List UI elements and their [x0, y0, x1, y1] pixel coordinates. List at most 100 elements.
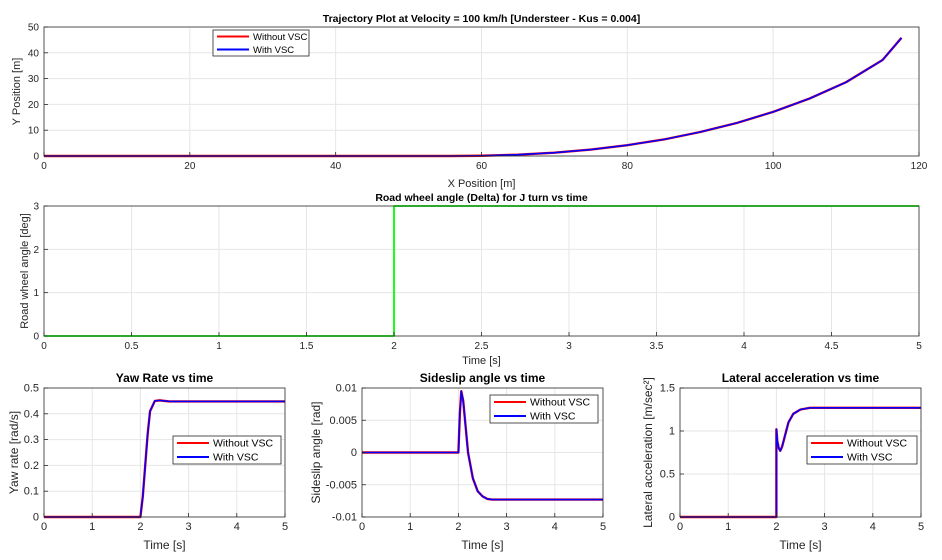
- yaw-title: Yaw Rate vs time: [116, 371, 214, 385]
- sideslip-ytick-label: -0.005: [326, 479, 357, 491]
- delta-xtick-label: 4.5: [825, 341, 839, 352]
- trajectory-legend-box: [212, 29, 310, 57]
- latacc-legend-label: Without VSC: [847, 438, 908, 450]
- latacc-xtick-label: 4: [870, 521, 876, 533]
- sideslip-legend-label: Without VSC: [530, 397, 591, 409]
- delta-title: Road wheel angle (Delta) for J turn vs t…: [375, 192, 588, 204]
- delta-xtick-label: 1.5: [300, 341, 314, 352]
- sideslip-series-with-vsc: [362, 390, 603, 501]
- yaw-xtick-label: 5: [282, 521, 288, 533]
- yaw-xlabel: Time [s]: [143, 538, 185, 552]
- sideslip-legend: Without VSC With VSC: [489, 394, 599, 424]
- delta-xtick-label: 2: [391, 341, 397, 352]
- trajectory-legend-label: With VSC: [253, 45, 294, 56]
- sideslip-ylabel: Sideslip angle [rad]: [309, 401, 323, 503]
- yaw-xtick-label: 1: [89, 521, 95, 533]
- latacc-xtick-label: 0: [677, 521, 683, 533]
- delta-ytick-label: 1: [33, 288, 39, 299]
- sideslip-ytick-label: 0.01: [336, 383, 357, 395]
- yaw-ytick-label: 0.1: [24, 486, 39, 498]
- latacc-xtick-label: 3: [822, 521, 828, 533]
- trajectory-xtick-label: 0: [41, 161, 47, 172]
- trajectory-ytick-label: 30: [28, 74, 40, 85]
- yaw-legend: Without VSC With VSC: [172, 435, 282, 465]
- yaw-axes-box: [43, 387, 286, 518]
- sideslip-title: Sideslip angle vs time: [420, 371, 546, 385]
- delta-xtick-label: 0.5: [125, 341, 139, 352]
- trajectory-xtick-label: 60: [476, 161, 488, 172]
- trajectory-xtick-label: 80: [622, 161, 634, 172]
- yaw-xtick-label: 4: [234, 521, 240, 533]
- sideslip-xtick-label: 1: [407, 521, 413, 533]
- delta-ytick-label: 0: [33, 332, 39, 343]
- trajectory-ylabel: Y Position [m]: [11, 58, 23, 126]
- trajectory-xlabel: X Position [m]: [448, 178, 516, 190]
- latacc-legend-label: With VSC: [847, 452, 893, 464]
- sideslip-legend-label: With VSC: [530, 411, 576, 423]
- delta-xlabel: Time [s]: [462, 355, 501, 367]
- yaw-legend-label: With VSC: [213, 452, 259, 464]
- trajectory-xtick-label: 20: [184, 161, 196, 172]
- trajectory-title: Trajectory Plot at Velocity = 100 km/h […: [323, 13, 640, 25]
- yaw-xtick-label: 2: [137, 521, 143, 533]
- delta-xtick-label: 4: [741, 341, 747, 352]
- latacc-title: Lateral acceleration vs time: [722, 371, 880, 385]
- sideslip-xtick-label: 5: [600, 521, 606, 533]
- latacc-xtick-label: 2: [773, 521, 779, 533]
- sideslip-ytick-label: -0.01: [332, 512, 357, 524]
- yaw-legend-box: [172, 435, 282, 465]
- yaw-legend-label: Without VSC: [213, 438, 274, 450]
- trajectory-series-with-vsc: [44, 37, 903, 157]
- trajectory-xtick-label: 100: [765, 161, 782, 172]
- yaw-ytick-label: 0.3: [24, 434, 39, 446]
- delta-xtick-label: 1: [216, 341, 222, 352]
- trajectory-legend-label: Without VSC: [253, 32, 308, 43]
- latacc-xlabel: Time [s]: [779, 538, 821, 552]
- yaw-axes: 0 1 2 3 4 5 0 0.1 0.2 0.3 0.4 0.5 Yaw Rate vs time Ti…: [7, 371, 288, 552]
- delta-xtick-label: 5: [916, 341, 922, 352]
- sideslip-xlabel: Time [s]: [461, 538, 503, 552]
- trajectory-ytick-label: 0: [33, 152, 39, 163]
- latacc-ylabel: Lateral acceleration [m/sec²]: [641, 377, 655, 528]
- latacc-legend-box: [806, 435, 918, 465]
- trajectory-ytick-label: 10: [28, 126, 40, 137]
- sideslip-xtick-label: 2: [455, 521, 461, 533]
- sideslip-xtick-label: 4: [552, 521, 558, 533]
- delta-xtick-label: 2.5: [475, 341, 489, 352]
- latacc-axes: 0 1 2 3 4 5 0 0.5 1 1.5 Lateral acceleration vs ti…: [641, 371, 924, 552]
- latacc-ytick-label: 1: [669, 426, 675, 438]
- trajectory-ytick-label: 40: [28, 48, 40, 59]
- latacc-xtick-label: 1: [725, 521, 731, 533]
- delta-xtick-label: 3.5: [650, 341, 664, 352]
- sideslip-xtick-label: 0: [359, 521, 365, 533]
- sideslip-axes: 0 1 2 3 4 5 -0.01 -0.005 0 0.005 0.01 Sideslip angl…: [309, 371, 606, 552]
- sideslip-xtick-label: 3: [504, 521, 510, 533]
- latacc-ytick-label: 0.5: [660, 469, 675, 481]
- latacc-series-with-vsc: [680, 406, 921, 518]
- yaw-ytick-label: 0.4: [24, 408, 39, 420]
- delta-xtick-label: 0: [41, 341, 47, 352]
- sideslip-legend-box: [489, 394, 599, 424]
- latacc-xtick-label: 5: [918, 521, 924, 533]
- trajectory-xtick-label: 120: [911, 161, 928, 172]
- yaw-xtick-label: 0: [41, 521, 47, 533]
- sideslip-ytick-label: 0.005: [329, 415, 357, 427]
- yaw-ytick-label: 0: [33, 512, 39, 524]
- latacc-legend: Without VSC With VSC: [806, 435, 918, 465]
- trajectory-axes: 0 20 40 60 80 100 120 0 10 20 30 40 50 Trajectory Plo…: [11, 13, 928, 190]
- delta-ytick-label: 2: [33, 245, 39, 256]
- yaw-series-with-vsc: [44, 399, 285, 518]
- yaw-ylabel: Yaw rate [rad/s]: [7, 411, 21, 494]
- trajectory-xtick-label: 40: [330, 161, 342, 172]
- trajectory-legend: Without VSC With VSC: [212, 29, 310, 57]
- delta-ytick-label: 3: [33, 202, 39, 213]
- yaw-ytick-label: 0.5: [24, 383, 39, 395]
- sideslip-ytick-label: 0: [351, 447, 357, 459]
- latacc-ytick-label: 1.5: [660, 383, 675, 395]
- delta-xtick-label: 3: [566, 341, 572, 352]
- trajectory-ytick-label: 50: [28, 23, 40, 34]
- delta-ylabel: Road wheel angle [deg]: [19, 213, 31, 329]
- latacc-axes-box: [679, 387, 922, 518]
